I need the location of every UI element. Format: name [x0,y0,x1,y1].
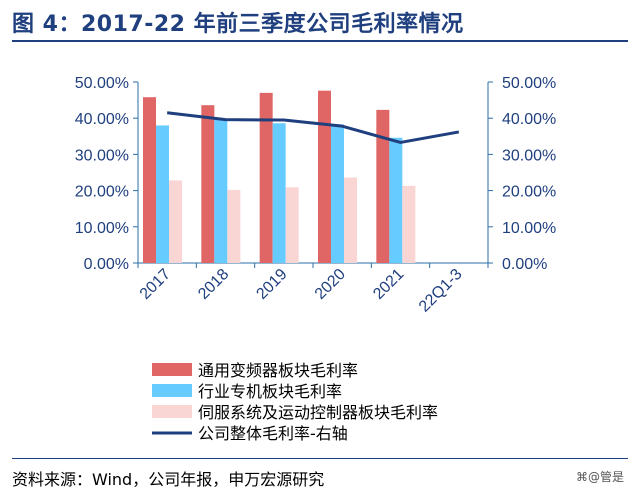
bar [169,180,182,263]
bar [259,92,273,263]
legend-swatch [152,384,192,397]
y-tick-label-left: 10.00% [75,220,129,237]
y-tick-label-right: 30.00% [502,147,556,164]
y-tick-label-right: 20.00% [502,184,556,201]
bar [344,177,357,263]
bar [227,189,241,263]
bar [285,187,299,263]
bar [201,105,215,263]
legend-label: 伺服系统及运动控制器板块毛利率 [198,403,438,422]
source-note: 资料来源：Wind，公司年报，申万宏源研究 [12,470,325,489]
legend-swatch [152,363,192,376]
bar [376,109,390,264]
x-tick-label: 2017 [137,266,174,303]
y-tick-label-left: 0.00% [84,256,129,273]
watermark: ⌘@管是 [575,470,624,484]
y-tick-label-right: 10.00% [502,220,556,237]
bar [214,119,228,263]
bar [272,123,286,263]
chart-legend: 通用变频器板块毛利率行业专机板块毛利率伺服系统及运动控制器板块毛利率公司整体毛利… [152,361,438,443]
x-tick-label: 2019 [253,266,290,303]
x-tick-label: 2018 [195,266,232,303]
title-divider [12,40,628,42]
legend-label: 行业专机板块毛利率 [198,382,342,401]
bar [389,137,403,263]
bar [402,185,416,263]
bar [331,124,344,263]
source-divider [12,458,628,459]
y-tick-label-left: 50.00% [75,75,129,92]
chart-title: 图 4：2017-22 年前三季度公司毛利率情况 [12,12,464,37]
x-tick-label: 22Q1-3 [416,266,466,316]
legend-swatch [152,405,192,418]
x-tick-label: 2020 [312,266,349,303]
chart: 0.00% 10.00% 20.00% 30.00% 40.00% 50.00% 0.00%… [75,75,557,443]
legend-label: 通用变频器板块毛利率 [198,361,358,380]
y-tick-label-left: 30.00% [75,147,129,164]
y-tick-label-right: 0.00% [502,256,547,273]
legend-label: 公司整体毛利率-右轴 [198,424,348,443]
bar [143,97,156,263]
line-series [166,111,460,144]
y-tick-label-right: 50.00% [502,75,556,92]
y-tick-label-left: 20.00% [75,184,129,201]
y-tick-label-right: 40.00% [502,111,556,128]
y-tick-label-left: 40.00% [75,111,129,128]
x-tick-label: 2021 [370,266,407,303]
bar [318,90,331,263]
bar [156,125,169,263]
chart-bars [143,90,416,264]
chart-line [166,111,460,144]
